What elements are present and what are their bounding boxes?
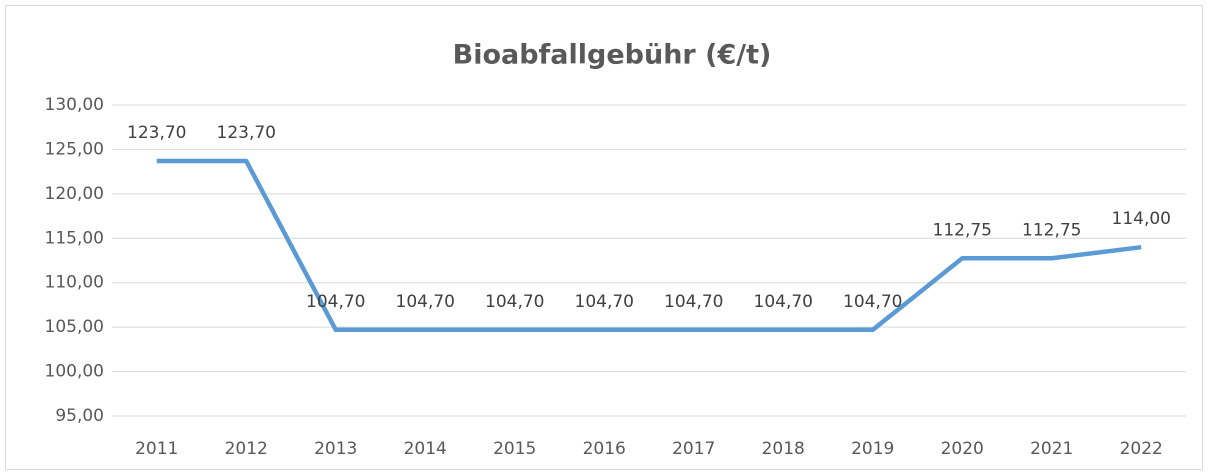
data-line [156, 158, 1142, 333]
data-label: 104,70 [843, 292, 902, 312]
x-tick-label: 2018 [762, 439, 805, 459]
x-tick-label: 2015 [493, 439, 536, 459]
data-label: 104,70 [575, 292, 634, 312]
x-tick-label: 2013 [314, 439, 357, 459]
data-label: 112,75 [1022, 220, 1081, 240]
y-tick-label: 105,00 [45, 317, 104, 337]
x-tick-label: 2022 [1120, 439, 1163, 459]
data-label: 123,70 [127, 123, 186, 143]
x-tick-label: 2017 [672, 439, 715, 459]
y-tick-label: 100,00 [45, 362, 104, 382]
data-label: 104,70 [485, 292, 544, 312]
x-tick-label: 2014 [404, 439, 447, 459]
x-tick-label: 2019 [851, 439, 894, 459]
x-tick-label: 2021 [1030, 439, 1073, 459]
data-label: 104,70 [396, 292, 455, 312]
chart-border [5, 5, 1203, 470]
x-tick-label: 2012 [225, 439, 268, 459]
y-tick-label: 95,00 [55, 406, 104, 426]
y-tick-label: 120,00 [45, 184, 104, 204]
data-label: 104,70 [306, 292, 365, 312]
data-label: 104,70 [664, 292, 723, 312]
y-tick-label: 125,00 [45, 139, 104, 159]
y-tick-label: 130,00 [45, 95, 104, 115]
y-tick-label: 110,00 [45, 273, 104, 293]
data-label: 104,70 [754, 292, 813, 312]
x-tick-label: 2020 [941, 439, 984, 459]
data-label: 123,70 [217, 123, 276, 143]
x-tick-label: 2016 [583, 439, 626, 459]
x-tick-label: 2011 [135, 439, 178, 459]
data-label: 114,00 [1112, 209, 1171, 229]
data-label: 112,75 [933, 220, 992, 240]
chart-title: Bioabfallgebühr (€/t) [453, 40, 772, 71]
y-tick-label: 115,00 [45, 228, 104, 248]
